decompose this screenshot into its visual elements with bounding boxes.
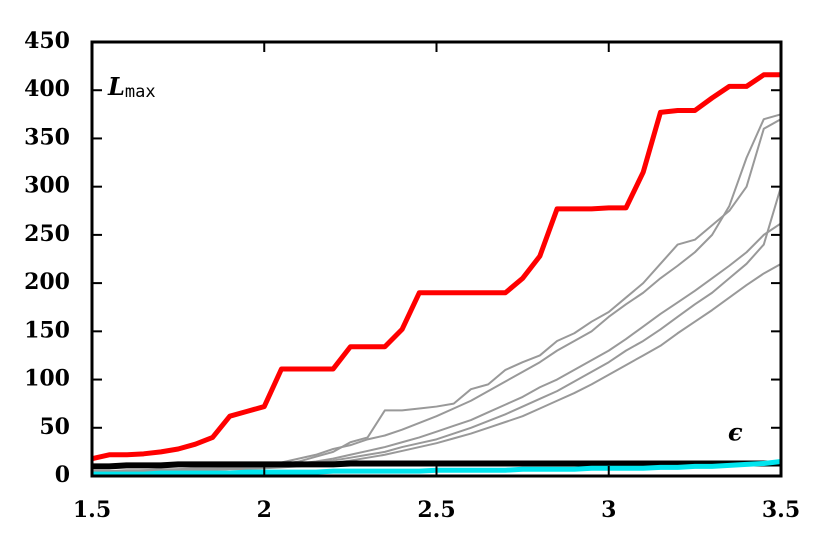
x-tick-label: 3.5	[762, 497, 800, 523]
y-tick-label: 350	[24, 124, 70, 150]
series-line	[91, 72, 781, 462]
y-tick-label: 150	[24, 317, 70, 343]
x-tick-label: 3	[601, 497, 616, 523]
x-label: ϵ	[728, 418, 743, 447]
y-tick-label: 450	[24, 28, 70, 54]
y-label-main: L	[107, 72, 125, 101]
series-line	[92, 222, 782, 474]
x-tick-label: 2.5	[417, 497, 455, 523]
y-tick-label: 50	[39, 414, 70, 440]
y-tick-label: 0	[55, 462, 70, 488]
y-tick-label: 400	[24, 76, 70, 102]
y-label: Lmax	[107, 72, 156, 103]
x-tick-label: 2	[257, 497, 272, 523]
y-tick-label: 200	[24, 269, 70, 295]
series-line	[92, 186, 782, 474]
y-tick-label: 250	[24, 221, 70, 247]
x-tick-label: 1.5	[73, 497, 111, 523]
plot-area	[91, 72, 782, 477]
y-tick-label: 300	[24, 173, 70, 199]
y-tick-label: 100	[24, 366, 70, 392]
y-label-sub: max	[125, 82, 156, 102]
plot-frame	[90, 40, 783, 478]
series-line	[92, 460, 781, 470]
